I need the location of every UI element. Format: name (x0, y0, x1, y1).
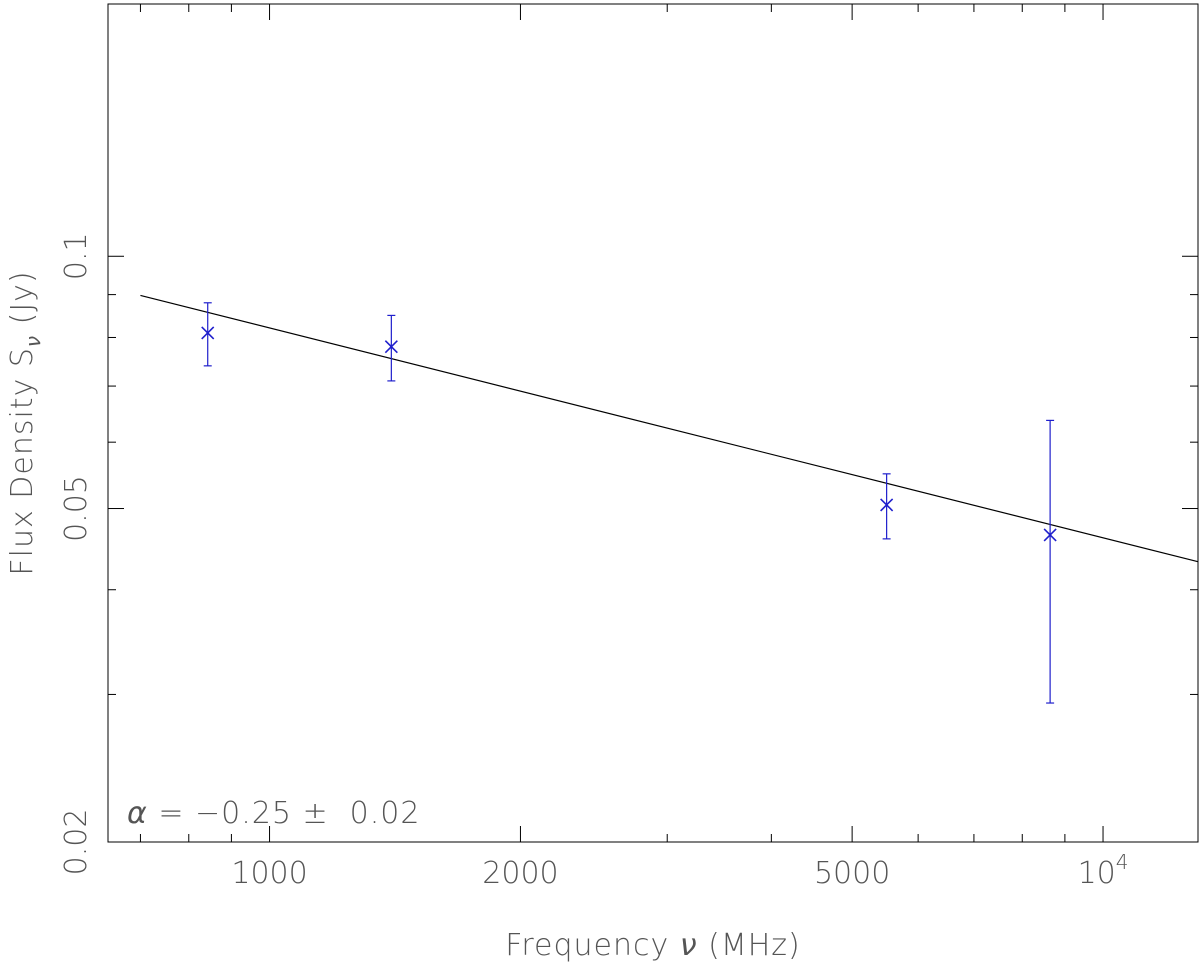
y-tick-label: 0.1 (59, 232, 94, 280)
y-axis-label: Flux Density Sν (Jy) (5, 270, 45, 575)
x-tick-label: 1000 (231, 856, 307, 891)
x-axis-ticks: 1000 2000 5000 104 (139, 4, 1129, 891)
point-marker-b (880, 498, 894, 512)
x-tick-label: 104 (1078, 850, 1129, 891)
point-marker-b (201, 326, 215, 340)
y-tick-label: 0.02 (59, 809, 94, 876)
plot-frame (107, 3, 1199, 843)
x-tick-label: 5000 (814, 856, 890, 891)
y-tick-label: 0.05 (59, 475, 94, 542)
y-axis-ticks: 0.1 0.05 0.02 (59, 232, 1198, 875)
fit-layer (140, 294, 1199, 563)
x-axis-label: Frequency ν (MHz) (505, 928, 800, 963)
data-points (201, 302, 1057, 704)
data-point (201, 302, 215, 367)
fit-line (140, 294, 1199, 563)
data-point (880, 473, 894, 540)
data-point (384, 314, 398, 382)
x-tick-label: 2000 (482, 856, 558, 891)
data-point (1043, 419, 1057, 704)
point-marker-b (384, 340, 398, 354)
spectral-index-annotation: α = −0.25 ± 0.02 (127, 796, 420, 831)
point-marker-b (1043, 528, 1057, 542)
